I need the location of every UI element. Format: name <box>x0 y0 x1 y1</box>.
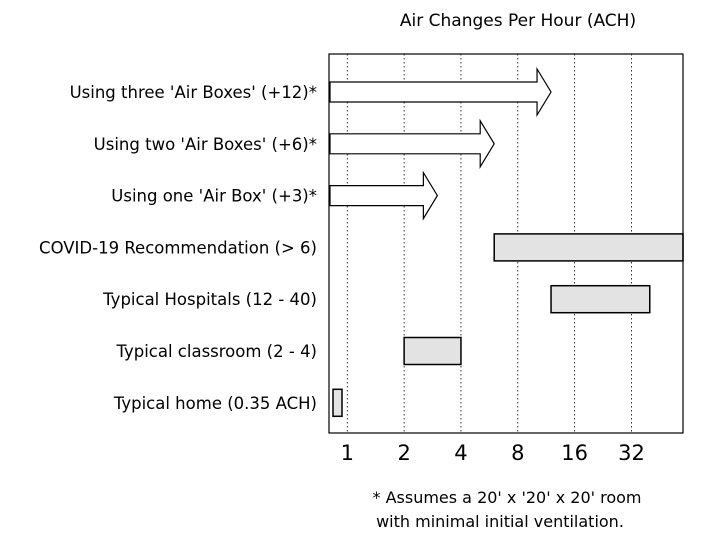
plot-frame <box>328 53 684 434</box>
x-tick-label: 16 <box>561 441 588 465</box>
x-tick-label: 32 <box>618 441 645 465</box>
chart-marks <box>329 66 684 418</box>
row-label: Using three 'Air Boxes' (+12)* <box>70 83 317 102</box>
row-label: Typical home (0.35 ACH) <box>113 394 317 413</box>
x-tick-label: 8 <box>511 441 524 465</box>
arrow-bar <box>329 118 495 169</box>
x-tick-label: 2 <box>397 441 410 465</box>
arrow-bar <box>329 66 552 118</box>
footnote-line-2: with minimal initial ventilation. <box>376 512 624 531</box>
range-bar <box>550 284 651 314</box>
chart-title: Air Changes Per Hour (ACH) <box>400 11 636 31</box>
row-label: Using two 'Air Boxes' (+6)* <box>94 135 317 154</box>
x-tick-labels: 1 2 4 8 16 32 <box>341 441 645 465</box>
range-bar <box>403 336 462 366</box>
row-label: Typical Hospitals (12 - 40) <box>102 290 317 309</box>
row-label: COVID-19 Recommendation (> 6) <box>39 238 317 257</box>
x-tick-label: 1 <box>341 441 354 465</box>
range-bar <box>332 388 343 418</box>
footnote-line-1: * Assumes a 20' x '20' x 20' room <box>372 488 641 507</box>
range-bar <box>493 233 684 262</box>
row-label: Using one 'Air Box' (+3)* <box>111 187 317 206</box>
row-labels: Using three 'Air Boxes' (+12)* Using two … <box>39 83 317 413</box>
row-label: Typical classroom (2 - 4) <box>115 342 317 361</box>
x-tick-label: 4 <box>454 441 467 465</box>
arrow-bar <box>329 170 439 221</box>
